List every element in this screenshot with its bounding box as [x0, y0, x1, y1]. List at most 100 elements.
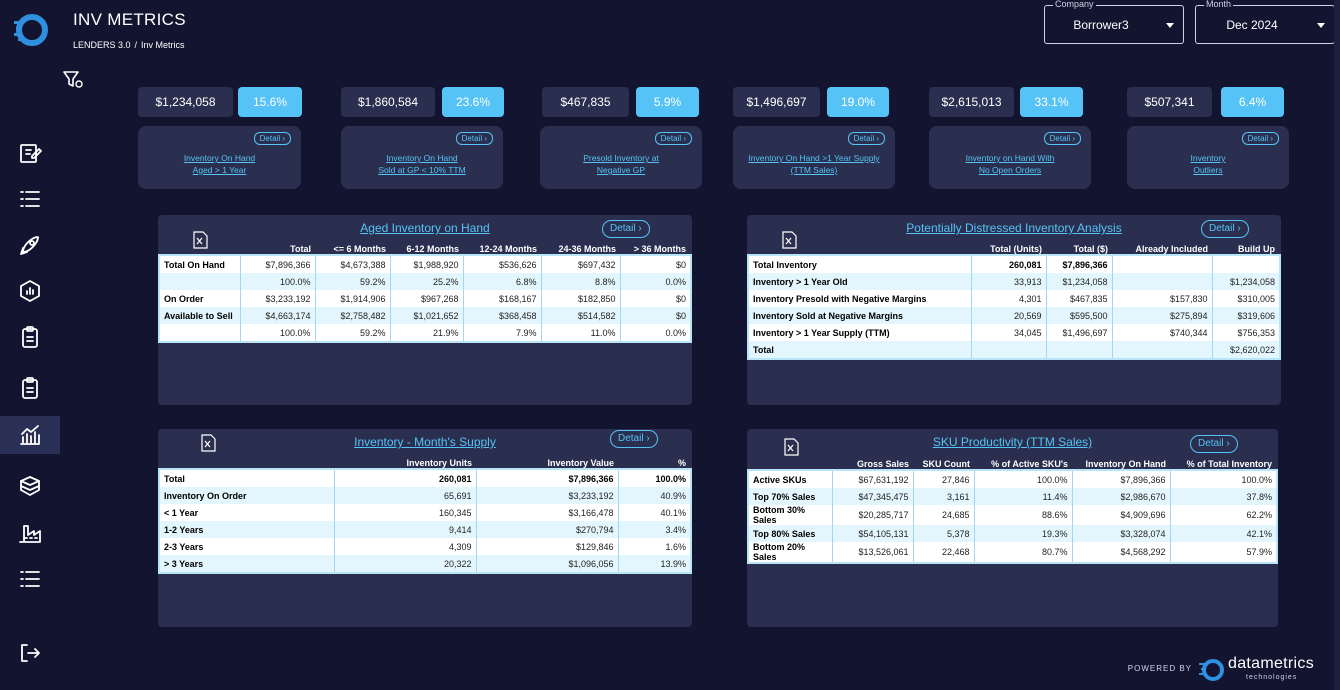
- month-select[interactable]: Month Dec 2024: [1195, 0, 1335, 44]
- table-cell: Inventory On Order: [160, 487, 335, 504]
- kpi-percent-badge: 19.0%: [827, 87, 889, 117]
- table-cell: 1-2 Years: [160, 521, 335, 538]
- kpi-label[interactable]: Inventory on Hand With No Open Orders: [929, 152, 1091, 176]
- table-row: On Order $3,233,192 $1,914,906 $967,268 $168…: [160, 290, 690, 307]
- excel-export-icon[interactable]: [783, 438, 799, 456]
- nav-list-icon[interactable]: [0, 180, 60, 218]
- months-supply-detail-button[interactable]: Detail ›: [610, 430, 658, 448]
- kpi-card[interactable]: Detail › Inventory Outliers: [1127, 126, 1289, 189]
- table-cell: < 1 Year: [160, 504, 335, 521]
- excel-export-icon[interactable]: [200, 434, 216, 452]
- kpi-label-line1: Inventory On Hand: [386, 153, 458, 163]
- table-row: 1-2 Years 9,414 $270,794 3.4%: [160, 521, 690, 538]
- table-cell: $7,896,366: [1046, 256, 1113, 273]
- kpi-label[interactable]: Inventory Outliers: [1127, 152, 1289, 176]
- table-cell: $20,285,717: [832, 505, 914, 525]
- table-cell: On Order: [160, 290, 241, 307]
- nav-clipboard-2-icon[interactable]: [0, 369, 60, 407]
- table-cell: 25.2%: [390, 273, 464, 290]
- table-cell: 62.2%: [1170, 505, 1276, 525]
- kpi-label-line1: Inventory On Hand: [183, 153, 256, 163]
- aged-inventory-detail-button[interactable]: Detail ›: [602, 220, 650, 238]
- table-cell: $1,496,697: [1046, 324, 1113, 341]
- kpi-card[interactable]: Detail › Inventory On Hand Aged > 1 Year: [138, 126, 301, 189]
- table-row: Total On Hand $7,896,366 $4,673,388 $1,988,…: [160, 256, 690, 273]
- table-cell: $1,988,920: [390, 256, 464, 273]
- aged-inventory-title[interactable]: Aged Inventory on Hand: [360, 221, 490, 235]
- table-cell: Bottom 30% Sales: [749, 505, 833, 525]
- table-row: 100.0% 59.2% 25.2% 6.8% 8.8% 0.0%: [160, 273, 690, 290]
- nav-edit-icon[interactable]: [0, 134, 60, 172]
- distressed-inventory-detail-button[interactable]: Detail ›: [1201, 220, 1249, 238]
- table-cell: [1046, 341, 1113, 358]
- nav-box-icon[interactable]: [0, 467, 60, 505]
- sku-productivity-detail-button[interactable]: Detail ›: [1190, 435, 1238, 453]
- table-cell: $310,005: [1212, 290, 1279, 307]
- breadcrumb-lenders[interactable]: LENDERS 3.0: [73, 40, 131, 50]
- kpi-value: $507,341: [1127, 87, 1212, 117]
- kpi-card[interactable]: Detail › Inventory On Hand Sold at GP < 10…: [341, 126, 503, 189]
- column-header: <= 6 Months: [333, 244, 386, 254]
- table-cell: 3.4%: [618, 521, 690, 538]
- nav-rocket-icon[interactable]: [0, 226, 60, 264]
- table-cell: $3,233,192: [476, 487, 619, 504]
- kpi-detail-button[interactable]: Detail ›: [1043, 132, 1081, 145]
- kpi-label[interactable]: Inventory On Hand Sold at GP < 10% TTM: [341, 152, 503, 176]
- nav-metrics-icon[interactable]: [0, 416, 60, 454]
- nav-list-2-icon[interactable]: [0, 560, 60, 598]
- table-cell: $7,896,366: [240, 256, 316, 273]
- kpi-card[interactable]: Detail › Inventory On Hand >1 Year Supply…: [733, 126, 895, 189]
- nav-report-icon[interactable]: [0, 272, 60, 310]
- page-scrollbar[interactable]: [1334, 0, 1340, 690]
- kpi-detail-button[interactable]: Detail ›: [654, 132, 692, 145]
- nav-factory-icon[interactable]: [0, 514, 60, 552]
- kpi-detail-button[interactable]: Detail ›: [1241, 132, 1279, 145]
- filter-icon[interactable]: [62, 70, 84, 90]
- table-cell: 11.4%: [974, 488, 1073, 505]
- table-cell: 2-3 Years: [160, 538, 335, 555]
- table-cell: $1,021,652: [390, 307, 464, 324]
- kpi-label[interactable]: Presold Inventory at Negative GP: [540, 152, 702, 176]
- kpi-card[interactable]: Detail › Presold Inventory at Negative GP: [540, 126, 702, 189]
- table-cell: $1,234,058: [1046, 273, 1113, 290]
- table-cell: Inventory > 1 Year Old: [749, 273, 972, 290]
- table-cell: $536,626: [463, 256, 542, 273]
- table-cell: $275,894: [1112, 307, 1213, 324]
- distressed-inventory-title[interactable]: Potentially Distressed Inventory Analysi…: [906, 221, 1122, 235]
- app-logo[interactable]: [12, 12, 48, 48]
- kpi-label[interactable]: Inventory On Hand >1 Year Supply (TTM Sal…: [733, 152, 895, 176]
- powered-by-label: POWERED BY: [1127, 664, 1192, 673]
- column-header: Inventory On Hand: [1085, 459, 1166, 469]
- table-cell: 11.0%: [541, 324, 621, 341]
- logout-icon[interactable]: [0, 634, 60, 672]
- kpi-card[interactable]: Detail › Inventory on Hand With No Open Or…: [929, 126, 1091, 189]
- table-cell: 40.9%: [618, 487, 690, 504]
- kpi-label-line2: (TTM Sales): [790, 165, 838, 175]
- sku-productivity-table: Gross Sales SKU Count % of Active SKU's Inv…: [747, 457, 1278, 564]
- table-cell: [1112, 341, 1213, 358]
- table-cell: 42.1%: [1170, 525, 1276, 542]
- kpi-detail-button[interactable]: Detail ›: [455, 132, 493, 145]
- table-cell: $0: [620, 307, 690, 324]
- table-cell: 6.8%: [463, 273, 542, 290]
- kpi-label-line2: No Open Orders: [978, 165, 1042, 175]
- excel-export-icon[interactable]: [192, 231, 208, 249]
- company-select[interactable]: Company Borrower3: [1044, 0, 1184, 44]
- kpi-detail-button[interactable]: Detail ›: [847, 132, 885, 145]
- table-cell: $2,758,482: [315, 307, 391, 324]
- table-cell: Bottom 20% Sales: [749, 542, 833, 562]
- sku-productivity-title[interactable]: SKU Productivity (TTM Sales): [932, 435, 1093, 449]
- table-cell: $0: [620, 256, 690, 273]
- kpi-detail-button[interactable]: Detail ›: [253, 132, 291, 145]
- table-cell: 24,685: [913, 505, 975, 525]
- table-row: Total 260,081 $7,896,366 100.0%: [160, 470, 690, 487]
- nav-clipboard-icon[interactable]: [0, 318, 60, 356]
- months-supply-title[interactable]: Inventory - Month's Supply: [354, 435, 496, 449]
- kpi-label[interactable]: Inventory On Hand Aged > 1 Year: [138, 152, 301, 176]
- table-cell: Total: [160, 470, 335, 487]
- kpi-percent-badge: 23.6%: [442, 87, 504, 117]
- column-header: % of Total Inventory: [1186, 459, 1272, 469]
- excel-export-icon[interactable]: [781, 231, 797, 249]
- table-row: Inventory > 1 Year Old 33,913 $1,234,058 $1…: [749, 273, 1279, 290]
- distressed-inventory-table: Total (Units) Total ($) Already Included Bu…: [747, 242, 1281, 360]
